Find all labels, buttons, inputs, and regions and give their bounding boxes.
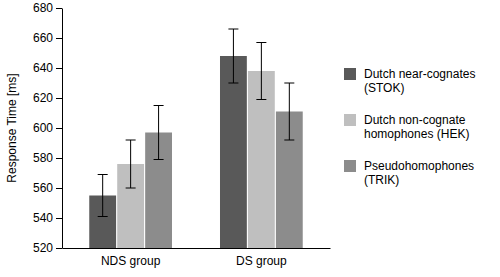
legend: Dutch near-cognates(STOK) Dutch non-cogna… [344, 67, 475, 187]
error-line [158, 106, 159, 160]
y-axis-line [62, 9, 63, 249]
error-line [102, 175, 103, 217]
legend-label: Pseudohomophones(TRIK) [364, 159, 474, 187]
error-line [130, 140, 131, 188]
error-line [289, 83, 290, 140]
error-bar [98, 175, 108, 217]
x-tick: DS group [236, 248, 287, 268]
legend-swatch [344, 160, 356, 172]
legend-label: Dutch near-cognates(STOK) [364, 67, 475, 95]
y-tick-label: 540 [33, 211, 53, 225]
y-tick: 520 [33, 241, 62, 255]
error-bar [256, 43, 266, 100]
y-tick-label: 520 [33, 241, 53, 255]
y-tick-label: 620 [33, 91, 53, 105]
y-tick-mark [56, 98, 62, 99]
y-tick: 580 [33, 151, 62, 165]
error-cap [256, 42, 266, 43]
y-tick-mark [56, 68, 62, 69]
y-tick-mark [56, 248, 62, 249]
y-tick-mark [56, 218, 62, 219]
error-cap [284, 140, 294, 141]
legend-item: Pseudohomophones(TRIK) [344, 159, 474, 187]
error-cap [154, 105, 164, 106]
error-line [261, 43, 262, 100]
bar [220, 56, 247, 248]
error-cap [256, 99, 266, 100]
y-tick-mark [56, 158, 62, 159]
error-cap [228, 29, 238, 30]
y-tick: 660 [33, 31, 62, 45]
y-tick-mark [56, 188, 62, 189]
error-cap [98, 174, 108, 175]
y-tick-mark [56, 128, 62, 129]
error-bar [154, 106, 164, 160]
legend-item: Dutch near-cognates(STOK) [344, 67, 475, 95]
error-line [233, 29, 234, 83]
x-tick-label: NDS group [101, 254, 161, 268]
chart: 520 540 560 580 600 620 640 660 680 NDS group DS g… [0, 0, 500, 277]
error-cap [126, 140, 136, 141]
y-tick: 600 [33, 121, 62, 135]
x-tick-label: DS group [236, 254, 287, 268]
bars [89, 29, 302, 248]
y-tick: 680 [33, 1, 62, 15]
y-tick-label: 640 [33, 61, 53, 75]
y-tick-label: 680 [33, 1, 53, 15]
y-tick-label: 560 [33, 181, 53, 195]
y-tick: 560 [33, 181, 62, 195]
legend-label: Dutch non-cognatehomophones (HEK) [364, 113, 469, 141]
y-tick-mark [56, 38, 62, 39]
y-axis-title: Response Time [ms] [5, 73, 19, 182]
legend-swatch [344, 68, 356, 80]
plot-area: 520 540 560 580 600 620 640 660 680 NDS group DS g… [33, 1, 331, 267]
y-tick-label: 580 [33, 151, 53, 165]
y-tick: 640 [33, 61, 62, 75]
legend-swatch [344, 114, 356, 126]
y-tick-mark [56, 8, 62, 9]
error-cap [126, 188, 136, 189]
error-bar [284, 83, 294, 140]
error-cap [98, 216, 108, 217]
x-axis-line [63, 248, 331, 249]
y-tick: 620 [33, 91, 62, 105]
legend-item: Dutch non-cognatehomophones (HEK) [344, 113, 469, 141]
error-cap [154, 159, 164, 160]
error-cap [228, 83, 238, 84]
y-tick-label: 600 [33, 121, 53, 135]
x-tick: NDS group [101, 248, 161, 268]
x-axis: NDS group DS group [63, 248, 331, 268]
error-cap [284, 83, 294, 84]
y-tick: 540 [33, 211, 62, 225]
error-bar [126, 140, 136, 188]
error-bar [228, 29, 238, 83]
y-axis: 520 540 560 580 600 620 640 660 680 [33, 1, 63, 255]
y-tick-label: 660 [33, 31, 53, 45]
